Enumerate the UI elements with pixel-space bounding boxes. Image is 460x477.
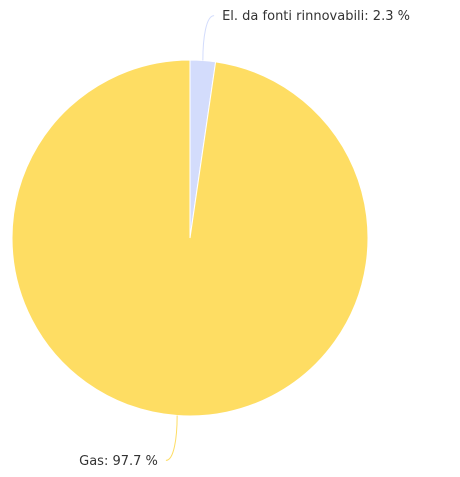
connector: [165, 415, 178, 461]
data-label: El. da fonti rinnovabili: 2.3 %: [222, 9, 410, 24]
connector: [202, 15, 215, 61]
pie-slice: [11, 59, 369, 417]
data-label: Gas: 97.7 %: [79, 454, 158, 469]
